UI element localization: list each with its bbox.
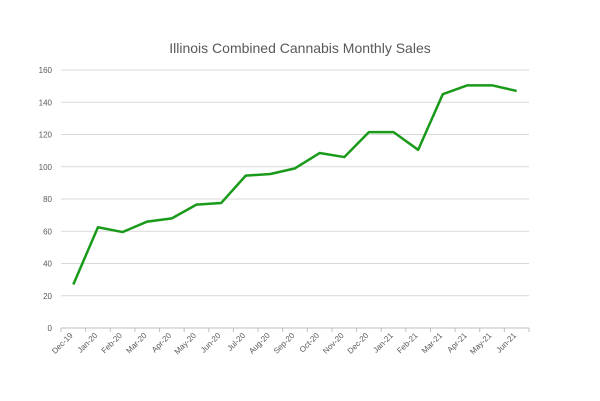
x-tick-label: Apr-21	[445, 331, 469, 355]
y-tick-label: 120	[39, 131, 53, 140]
y-tick-label: 20	[43, 292, 52, 301]
series-line	[72, 84, 517, 285]
x-tick-label: Dec-19	[50, 331, 75, 356]
x-tick-label: Jul-20	[225, 331, 247, 353]
x-tick-label: Jun-21	[494, 331, 518, 355]
y-tick-label: 140	[39, 98, 53, 107]
x-tick-label: Nov-20	[321, 331, 346, 356]
x-tick-label: Feb-21	[395, 331, 420, 356]
x-tick-label: Mar-21	[420, 331, 445, 356]
y-tick-label: 0	[48, 324, 53, 333]
y-tick-label: 80	[43, 195, 52, 204]
x-tick-label: Jan-21	[371, 331, 395, 355]
x-tick-label: Dec-20	[346, 331, 371, 356]
y-tick-label: 40	[43, 260, 52, 269]
x-tick-label: Apr-20	[150, 331, 174, 355]
y-tick-label: 100	[39, 163, 53, 172]
y-tick-label: 160	[39, 66, 53, 75]
chart-title: Illinois Combined Cannabis Monthly Sales	[169, 40, 431, 56]
x-tick-label: Jan-20	[76, 331, 100, 355]
x-tick-label: Mar-20	[124, 331, 149, 356]
x-tick-label: Sep-20	[272, 331, 297, 356]
x-tick-label: Feb-20	[100, 331, 125, 356]
x-tick-label: May-21	[468, 331, 494, 357]
x-tick-label: May-20	[173, 331, 199, 357]
x-tick-label: Oct-20	[298, 331, 322, 355]
x-tick-label: Aug-20	[247, 331, 272, 356]
y-tick-label: 60	[43, 227, 52, 236]
x-tick-label: Jun-20	[199, 331, 223, 355]
